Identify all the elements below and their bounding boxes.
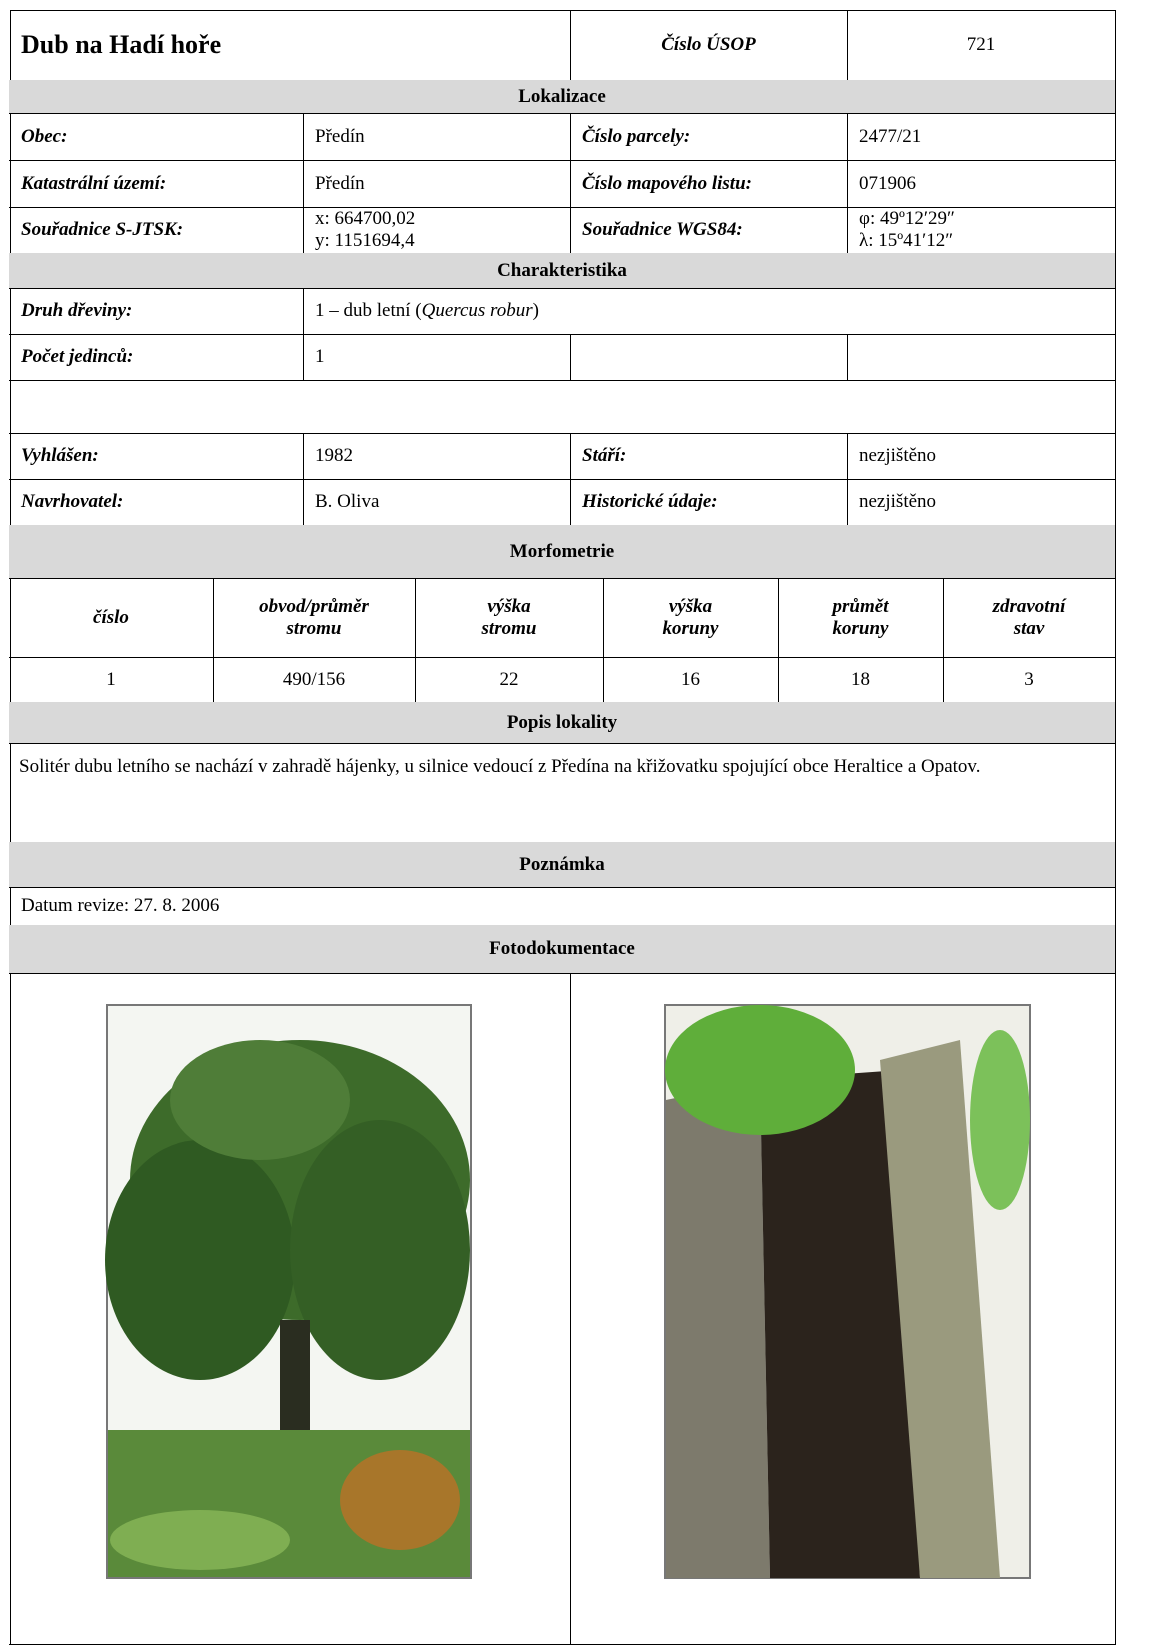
section-heading: Fotodokumentace (9, 925, 1116, 974)
text: nezjištěno (859, 445, 937, 466)
text: Číslo ÚSOP (661, 34, 756, 55)
text: 2477/21 (859, 125, 922, 147)
section-heading: Lokalizace (9, 80, 1116, 114)
field-value: 2477/21 (847, 113, 1116, 161)
text: Souřadnice WGS84: (582, 219, 743, 240)
section-heading: Poznámka (9, 842, 1116, 888)
column-header: obvod/průměr stromu (213, 578, 416, 658)
text: stav (1013, 617, 1045, 639)
text: obvod/průměr (259, 595, 369, 617)
section-heading: Popis lokality (9, 702, 1116, 744)
text: Datum revize: 27. 8. 2006 (21, 895, 220, 916)
form-frame (10, 10, 1115, 1644)
text: 18 (851, 668, 870, 690)
field-value: x: 664700,02 y: 1151694,4 (303, 207, 571, 254)
text: zdravotní (992, 595, 1066, 617)
field-label: Vyhlášen: (9, 433, 304, 480)
section-heading: Charakteristika (9, 253, 1116, 289)
text: výška (487, 595, 531, 617)
field-value: Předín (303, 113, 571, 161)
text: Dub na Hadí hoře (21, 30, 222, 59)
text: y: 1151694,4 (315, 230, 415, 251)
text: 1 (315, 346, 325, 367)
text: 1982 (315, 445, 353, 466)
field-label: Počet jedinců: (9, 334, 304, 381)
text: 22 (499, 668, 519, 690)
column-header: průmět koruny (778, 578, 944, 658)
empty-cell (847, 334, 1116, 381)
text: Katastrální území: (21, 172, 167, 194)
field-label: Obec: (9, 113, 304, 161)
column-header: zdravotní stav (943, 578, 1116, 658)
photo-trunk (664, 1004, 1031, 1579)
text: Číslo parcely: (582, 125, 691, 147)
text: průmět (832, 595, 889, 617)
text: Historické údaje: (582, 491, 718, 512)
text: Vyhlášen: (21, 445, 99, 466)
text: Navrhovatel: (21, 491, 124, 512)
text: stromu (481, 617, 537, 639)
text: Fotodokumentace (489, 938, 635, 959)
text: 1 (106, 668, 116, 690)
field-value: 1 (303, 334, 571, 381)
column-header: výška koruny (603, 578, 779, 658)
section-heading: Morfometrie (9, 525, 1116, 579)
field-value: Předín (303, 160, 571, 208)
field-value: nezjištěno (847, 433, 1116, 480)
text: Souřadnice S-JTSK: (21, 219, 184, 240)
field-value: 1 – dub letní (Quercus robur) (303, 288, 1116, 335)
text: Stáří: (582, 445, 627, 466)
text: ) (532, 300, 539, 321)
text: nezjištěno (859, 491, 937, 512)
text: Počet jedinců: (21, 346, 134, 367)
empty-row (9, 380, 1116, 434)
text: Předín (315, 172, 365, 194)
field-label: Druh dřeviny: (9, 288, 304, 335)
field-label: Stáří: (570, 433, 848, 480)
text: 490/156 (282, 668, 346, 690)
text: Druh dřeviny: (21, 300, 133, 321)
text: Morfometrie (509, 540, 615, 562)
text: koruny (662, 617, 719, 639)
column-header: výška stromu (415, 578, 604, 658)
text: Poznámka (519, 853, 605, 875)
text: 16 (681, 668, 700, 690)
text: 3 (1024, 668, 1034, 690)
text: číslo (93, 606, 129, 628)
text: 1 – dub letní ( (315, 300, 422, 321)
text: 071906 (859, 172, 916, 194)
text: Charakteristika (497, 259, 627, 281)
text: φ: 49º12′29″ (859, 208, 955, 229)
empty-cell (570, 334, 848, 381)
field-label: Číslo mapového listu: (570, 160, 848, 208)
text: Obec: (21, 125, 68, 147)
column-header: číslo (9, 578, 214, 658)
field-value: 071906 (847, 160, 1116, 208)
text: Předín (315, 125, 365, 147)
field-label: Katastrální území: (9, 160, 304, 208)
text: λ: 15º41′12″ (859, 230, 954, 251)
text: Lokalizace (518, 85, 606, 107)
text: 721 (966, 34, 996, 55)
text: Quercus robur (421, 300, 533, 321)
photo-tree (105, 1004, 472, 1579)
text: stromu (286, 617, 342, 639)
text: Číslo mapového listu: (582, 172, 752, 194)
text: výška (668, 595, 713, 617)
text: koruny (832, 617, 889, 639)
text: Solitér dubu letního se nachází v zahrad… (19, 756, 981, 777)
text: Popis lokality (506, 711, 618, 733)
text: B. Oliva (315, 491, 380, 512)
field-label: Číslo parcely: (570, 113, 848, 161)
field-value: 1982 (303, 433, 571, 480)
text: x: 664700,02 (315, 208, 416, 229)
